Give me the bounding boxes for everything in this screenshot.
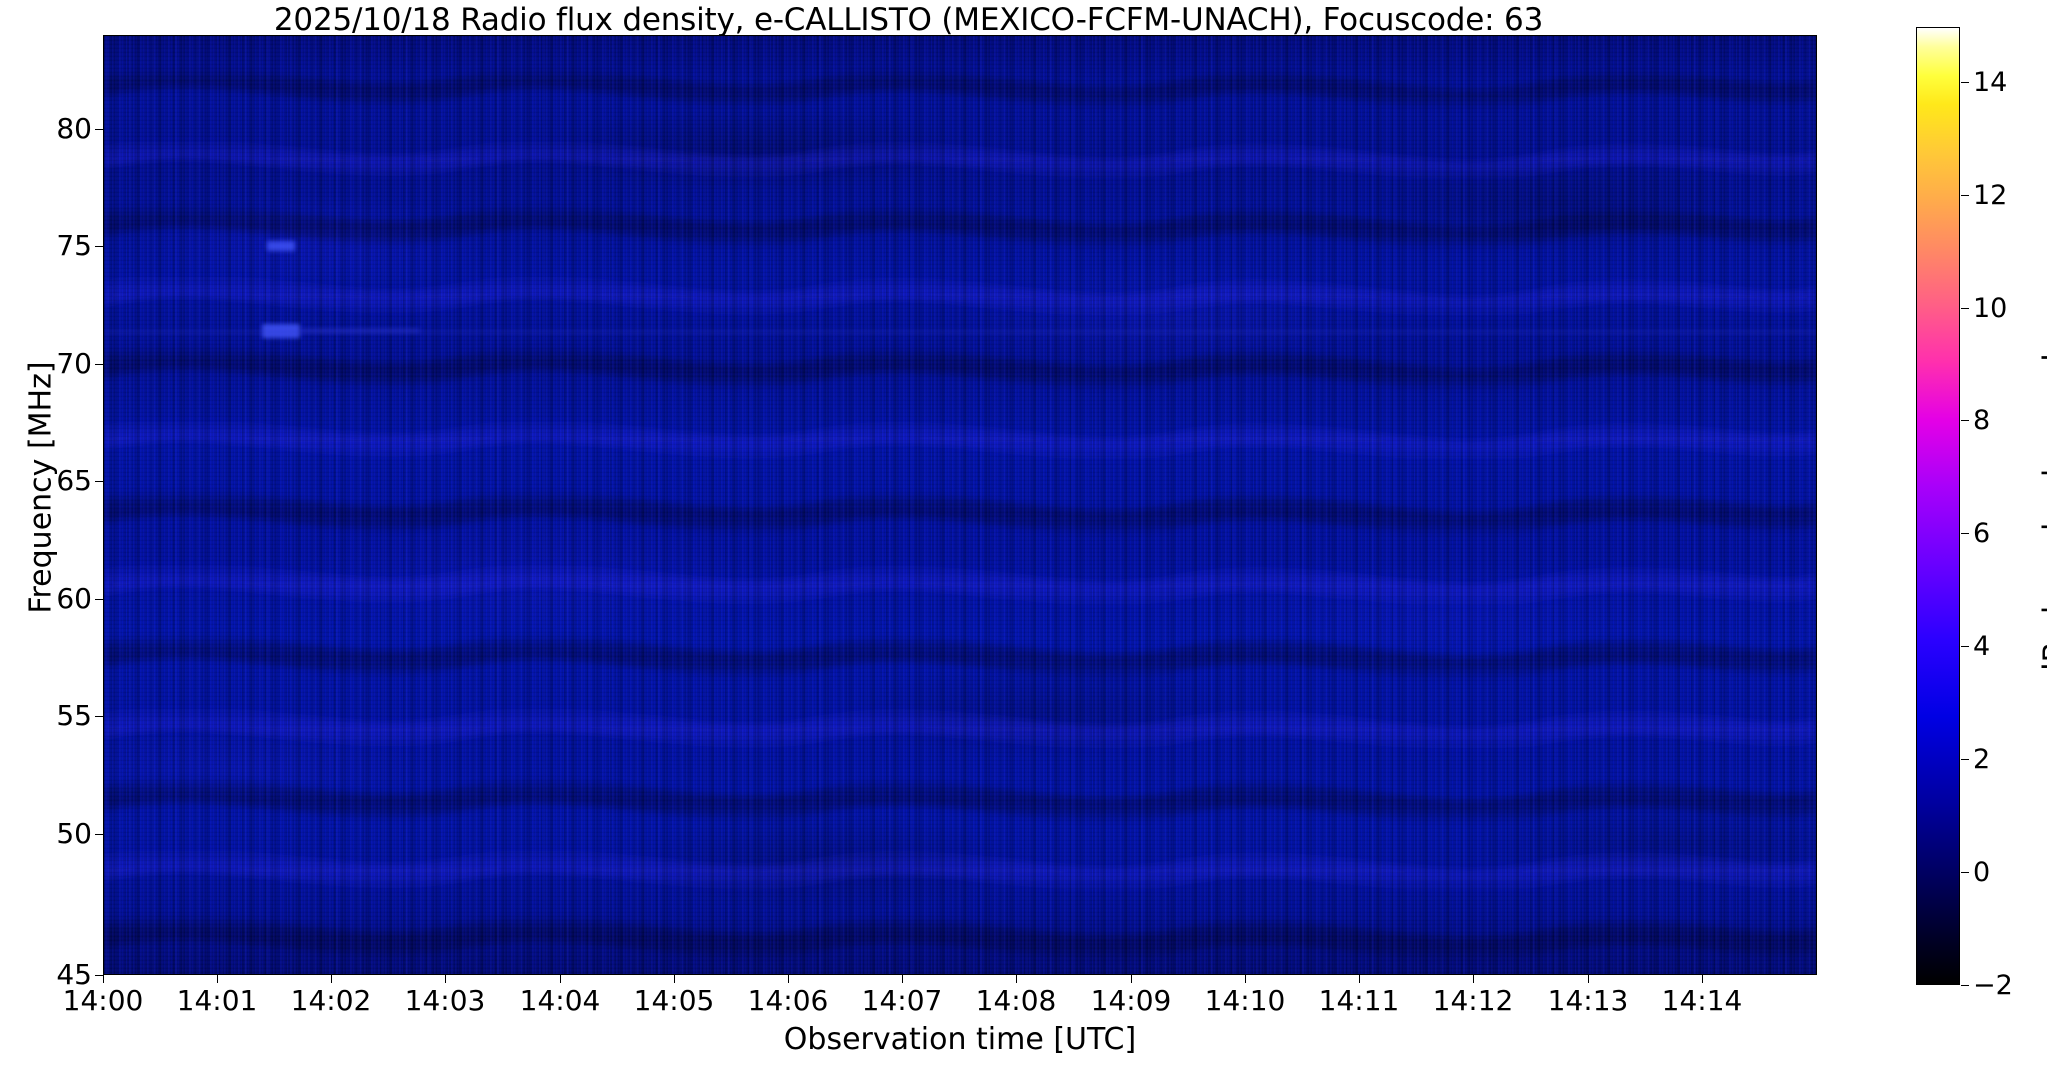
y-tick-mark [95, 481, 103, 482]
x-tick-mark [1245, 975, 1246, 983]
burst-marker-66mhz [262, 324, 300, 338]
colorbar-tick-label: 14 [1973, 67, 2008, 98]
y-tick-label: 70 [56, 347, 92, 380]
colorbar-tick-label: 6 [1973, 518, 1991, 549]
x-tick-label: 14:01 [176, 984, 258, 1017]
y-tick-label: 55 [56, 699, 92, 732]
burst-marker-70mhz [267, 241, 295, 251]
x-tick-mark [788, 975, 789, 983]
burst-marker-66mhz-trail [300, 328, 420, 333]
x-tick-mark [1359, 975, 1360, 983]
x-tick-mark [103, 975, 104, 983]
x-tick-mark [1702, 975, 1703, 983]
x-tick-mark [560, 975, 561, 983]
colorbar-tick-mark [1961, 195, 1969, 196]
y-tick-label: 65 [56, 464, 92, 497]
y-tick-mark [95, 834, 103, 835]
x-tick-mark [1473, 975, 1474, 983]
x-tick-label: 14:12 [1432, 984, 1514, 1017]
x-tick-label: 14:14 [1661, 984, 1743, 1017]
colorbar-label: dB above background [2037, 353, 2047, 682]
x-tick-label: 14:10 [1204, 984, 1286, 1017]
colorbar-tick-mark [1961, 308, 1969, 309]
colorbar-tick-label: −2 [1973, 970, 2013, 1001]
x-tick-label: 14:03 [404, 984, 486, 1017]
colorbar-tick-mark [1961, 872, 1969, 873]
colorbar-tick-label: 10 [1973, 293, 2008, 324]
y-tick-label: 60 [56, 582, 92, 615]
colorbar-tick-label: 12 [1973, 180, 2008, 211]
x-tick-mark [902, 975, 903, 983]
x-tick-label: 14:09 [1090, 984, 1172, 1017]
spectrogram-plot[interactable] [103, 35, 1817, 975]
y-tick-label: 45 [56, 958, 92, 991]
x-tick-mark [1131, 975, 1132, 983]
spectrogram-channel-lines [104, 36, 1816, 974]
spectrogram-noise-stripes [104, 36, 1816, 974]
x-tick-mark [217, 975, 218, 983]
colorbar-tick-mark [1961, 646, 1969, 647]
y-tick-mark [95, 246, 103, 247]
y-tick-mark [95, 599, 103, 600]
x-tick-label: 14:08 [975, 984, 1057, 1017]
x-tick-label: 14:11 [1318, 984, 1400, 1017]
colorbar-tick-mark [1961, 985, 1969, 986]
spectrogram-wave-layer [104, 36, 1816, 974]
x-tick-label: 14:02 [290, 984, 372, 1017]
spectrogram-mottle-layer [104, 36, 1816, 974]
x-tick-mark [331, 975, 332, 983]
colorbar-tick-mark [1961, 420, 1969, 421]
x-tick-label: 14:05 [633, 984, 715, 1017]
x-tick-label: 14:00 [62, 984, 144, 1017]
x-tick-label: 14:13 [1547, 984, 1629, 1017]
x-tick-mark [1588, 975, 1589, 983]
colorbar[interactable] [1916, 27, 1960, 985]
x-tick-mark [445, 975, 446, 983]
colorbar-tick-mark [1961, 759, 1969, 760]
x-axis-label: Observation time [UTC] [783, 1022, 1137, 1057]
x-tick-mark [1016, 975, 1017, 983]
rfi-line-66mhz [104, 330, 1816, 334]
colorbar-tick-label: 4 [1973, 631, 1991, 662]
spectrogram-base-layer [104, 36, 1816, 974]
y-tick-mark [95, 716, 103, 717]
colorbar-tick-label: 0 [1973, 857, 1991, 888]
x-tick-label: 14:07 [861, 984, 943, 1017]
y-tick-mark [95, 975, 103, 976]
colorbar-tick-mark [1961, 82, 1969, 83]
colorbar-tick-label: 8 [1973, 405, 1991, 436]
y-tick-label: 50 [56, 817, 92, 850]
colorbar-tick-label: 2 [1973, 744, 1991, 775]
spectrogram-noise-stripes-coarse [104, 36, 1816, 974]
y-tick-label: 80 [56, 112, 92, 145]
x-tick-label: 14:06 [747, 984, 829, 1017]
colorbar-tick-mark [1961, 533, 1969, 534]
y-tick-label: 75 [56, 229, 92, 262]
x-tick-label: 14:04 [519, 984, 601, 1017]
x-tick-mark [674, 975, 675, 983]
page-title: 2025/10/18 Radio flux density, e-CALLIST… [273, 2, 1544, 38]
y-tick-mark [95, 364, 103, 365]
y-tick-mark [95, 129, 103, 130]
